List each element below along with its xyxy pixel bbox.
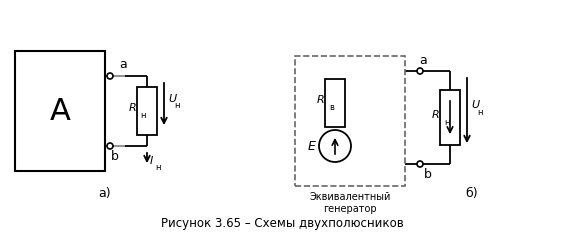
Text: U: U	[471, 101, 479, 110]
Circle shape	[107, 73, 113, 79]
Circle shape	[417, 68, 423, 74]
Text: R: R	[128, 103, 136, 113]
Circle shape	[417, 161, 423, 167]
Text: R: R	[316, 95, 324, 105]
Text: Эквивалентный
генератор: Эквивалентный генератор	[309, 192, 391, 214]
Text: н: н	[140, 111, 146, 121]
Bar	[137, 87, 157, 135]
Text: А: А	[50, 97, 70, 126]
Text: н: н	[444, 118, 450, 127]
Text: a: a	[419, 54, 427, 67]
Text: I: I	[150, 156, 153, 166]
Circle shape	[319, 130, 351, 162]
Text: b: b	[111, 151, 119, 164]
Text: а): а)	[99, 187, 111, 201]
Bar	[440, 90, 460, 145]
Text: н: н	[477, 108, 482, 117]
Text: b: b	[424, 168, 432, 181]
Text: U: U	[168, 94, 176, 104]
Text: б): б)	[466, 187, 478, 201]
Bar	[325, 79, 345, 127]
Text: E: E	[308, 139, 316, 152]
Text: Рисунок 3.65 – Схемы двухполюсников: Рисунок 3.65 – Схемы двухполюсников	[161, 216, 403, 229]
Circle shape	[107, 143, 113, 149]
Text: R: R	[431, 110, 439, 119]
Bar	[15, 51, 105, 171]
Text: н: н	[155, 163, 161, 172]
Text: н: н	[174, 101, 179, 110]
Text: в: в	[329, 104, 334, 113]
Text: a: a	[119, 59, 127, 72]
Bar	[295, 56, 405, 186]
